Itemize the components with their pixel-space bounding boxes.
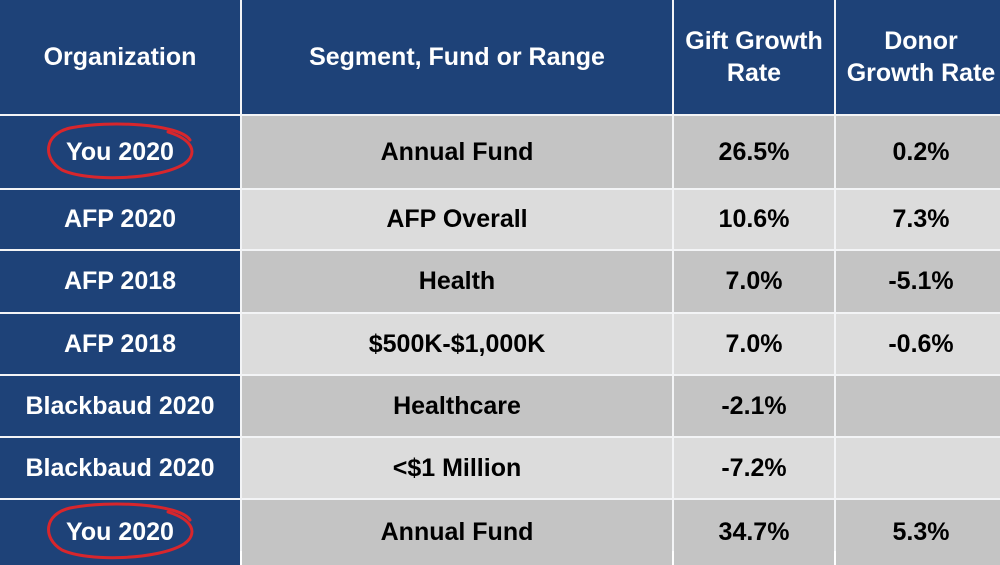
organization-label-wrap: You 2020 xyxy=(47,122,194,179)
header-donor-growth-rate-line2: Growth Rate xyxy=(846,59,996,87)
segment-value: Health xyxy=(418,267,496,296)
gift-growth-rate-cell: -7.2% xyxy=(674,438,834,498)
organization-label: You 2020 xyxy=(66,518,174,547)
organization-label: AFP 2018 xyxy=(63,267,177,296)
segment-value: $500K-$1,000K xyxy=(368,329,546,358)
donor-growth-rate-cell xyxy=(836,438,1000,498)
gift-growth-rate-value: 26.5% xyxy=(718,137,790,166)
header-gift-growth-rate-line2: Rate xyxy=(726,59,782,87)
organization-cell: You 2020 xyxy=(0,500,240,565)
organization-cell: You 2020 xyxy=(0,116,240,188)
organization-label: Blackbaud 2020 xyxy=(25,453,215,482)
donor-growth-rate-cell: 0.2% xyxy=(836,116,1000,188)
organization-label: Blackbaud 2020 xyxy=(25,391,215,420)
gift-growth-rate-cell: 26.5% xyxy=(674,116,834,188)
gift-growth-rate-cell: 10.6% xyxy=(674,190,834,249)
donor-growth-rate-value: 0.2% xyxy=(892,137,950,166)
header-organization-label: Organization xyxy=(43,42,197,71)
segment-cell: Annual Fund xyxy=(242,500,672,565)
organization-cell: Blackbaud 2020 xyxy=(0,376,240,436)
organization-label: AFP 2018 xyxy=(63,329,177,358)
donor-growth-rate-value: -0.6% xyxy=(888,329,954,358)
segment-value: Annual Fund xyxy=(380,137,534,166)
gift-growth-rate-value: -2.1% xyxy=(721,391,787,420)
donor-growth-rate-cell: 5.3% xyxy=(836,500,1000,565)
segment-value: Healthcare xyxy=(393,391,521,420)
organization-label-wrap: AFP 2018 xyxy=(64,328,176,361)
segment-cell: AFP Overall xyxy=(242,190,672,249)
organization-label-wrap: You 2020 xyxy=(47,502,194,560)
organization-label: AFP 2020 xyxy=(63,205,177,234)
donor-growth-rate-value: 5.3% xyxy=(892,518,950,547)
segment-cell: <$1 Million xyxy=(242,438,672,498)
donor-growth-rate-value: -5.1% xyxy=(888,267,954,296)
organization-cell: AFP 2018 xyxy=(0,251,240,312)
segment-cell: $500K-$1,000K xyxy=(242,314,672,374)
header-gift-growth-rate-line1: Gift Growth xyxy=(685,26,823,55)
organization-cell: AFP 2018 xyxy=(0,314,240,374)
organization-cell: AFP 2020 xyxy=(0,190,240,249)
header-donor-growth-rate-line1: Donor xyxy=(884,26,958,55)
header-gift-growth-rate: Gift Growth Rate xyxy=(674,0,834,114)
organization-label-wrap: AFP 2018 xyxy=(64,265,176,298)
segment-cell: Healthcare xyxy=(242,376,672,436)
donor-growth-rate-cell: -0.6% xyxy=(836,314,1000,374)
header-organization: Organization xyxy=(0,0,240,114)
gift-growth-rate-value: 34.7% xyxy=(718,518,790,547)
organization-label: You 2020 xyxy=(66,137,174,166)
donor-growth-rate-cell: 7.3% xyxy=(836,190,1000,249)
gift-growth-rate-cell: 34.7% xyxy=(674,500,834,565)
gift-growth-rate-value: 7.0% xyxy=(725,267,783,296)
donor-growth-rate-cell: -5.1% xyxy=(836,251,1000,312)
organization-label-wrap: Blackbaud 2020 xyxy=(26,390,215,423)
gift-growth-rate-value: -7.2% xyxy=(721,453,787,482)
segment-cell: Health xyxy=(242,251,672,312)
segment-value: Annual Fund xyxy=(380,518,534,547)
segment-cell: Annual Fund xyxy=(242,116,672,188)
segment-value: <$1 Million xyxy=(392,453,522,482)
header-donor-growth-rate: Donor Growth Rate xyxy=(836,0,1000,114)
organization-cell: Blackbaud 2020 xyxy=(0,438,240,498)
gift-growth-rate-cell: -2.1% xyxy=(674,376,834,436)
gift-growth-rate-cell: 7.0% xyxy=(674,314,834,374)
donor-growth-rate-cell xyxy=(836,376,1000,436)
gift-growth-rate-value: 7.0% xyxy=(725,329,783,358)
header-segment: Segment, Fund or Range xyxy=(242,0,672,114)
segment-value: AFP Overall xyxy=(386,205,528,234)
donor-growth-rate-value: 7.3% xyxy=(892,205,950,234)
organization-label-wrap: Blackbaud 2020 xyxy=(26,452,215,485)
header-segment-label: Segment, Fund or Range xyxy=(309,42,605,71)
gift-growth-rate-value: 10.6% xyxy=(718,205,790,234)
gift-growth-rate-cell: 7.0% xyxy=(674,251,834,312)
organization-label-wrap: AFP 2020 xyxy=(64,203,176,236)
